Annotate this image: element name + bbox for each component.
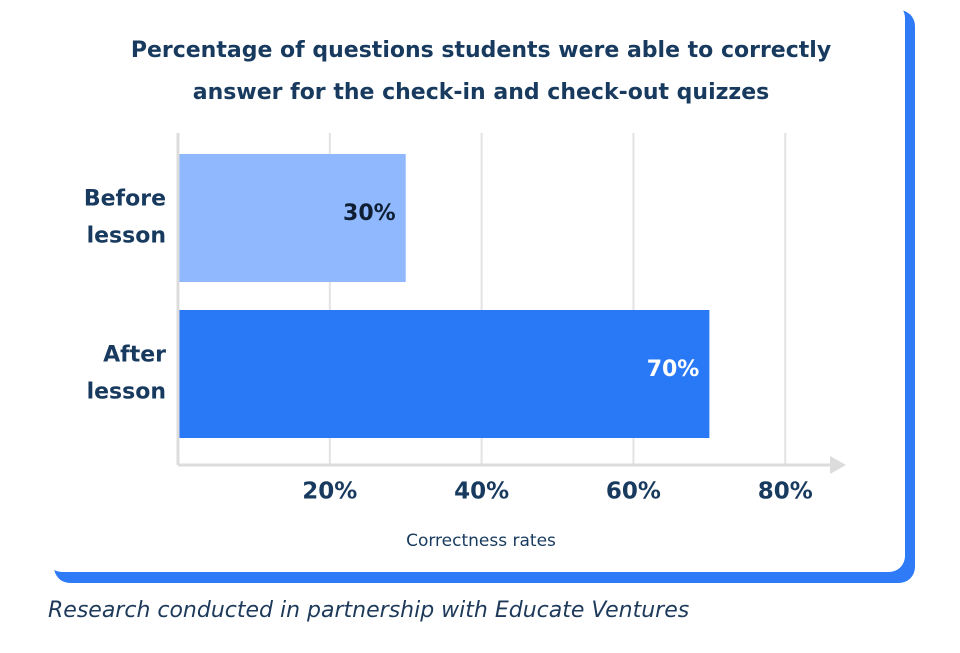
bar [178, 310, 710, 438]
value-label: 30% [343, 201, 396, 226]
x-axis-arrow [830, 456, 846, 474]
y-tick-label: Before lesson [84, 187, 166, 249]
x-tick-label: 40% [454, 479, 509, 505]
caption: Research conducted in partnership with E… [48, 598, 690, 623]
chart-title: Percentage of questions students were ab… [130, 38, 832, 105]
x-tick-label: 60% [606, 479, 661, 505]
x-tick-label: 80% [758, 479, 813, 505]
x-axis-label: Correctness rates [406, 531, 556, 551]
bar [178, 154, 406, 282]
x-tick-label: 20% [302, 479, 357, 505]
y-tick-label: After lesson [87, 343, 167, 405]
value-label: 70% [647, 357, 700, 382]
